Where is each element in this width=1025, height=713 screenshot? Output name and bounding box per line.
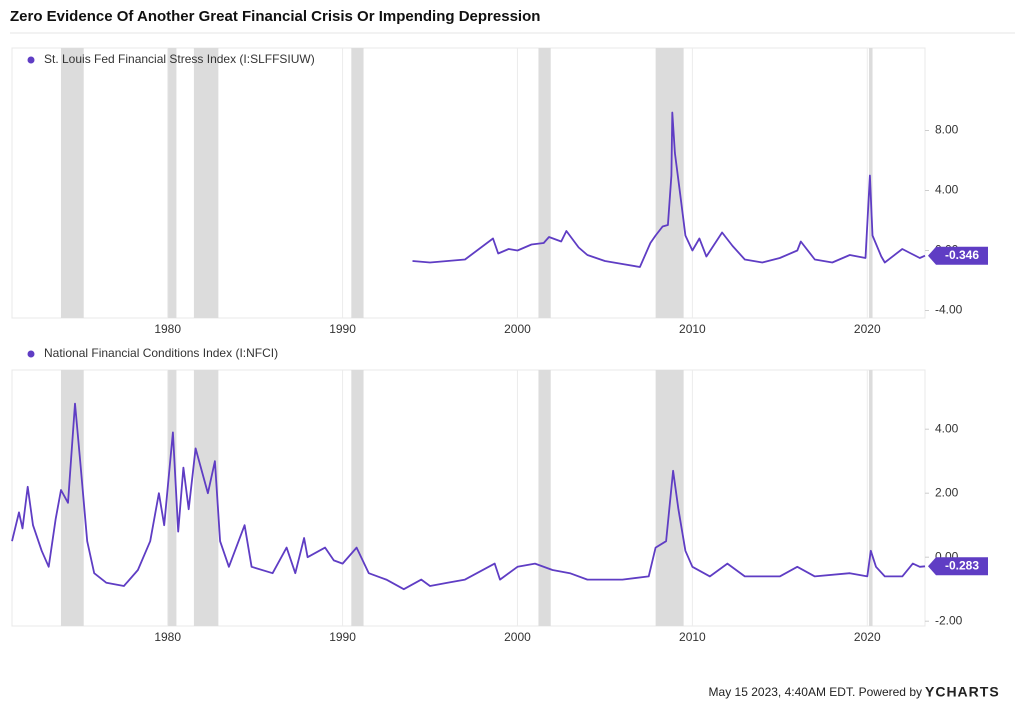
last-value-label: -0.283: [945, 558, 979, 572]
last-value-tag: [928, 557, 988, 576]
title: Zero Evidence Of Another Great Financial…: [10, 8, 540, 25]
y-tick-label: 4.00: [935, 421, 959, 435]
brand: YCHARTS: [925, 684, 1000, 700]
x-tick-label: 2000: [504, 322, 531, 336]
x-tick-label: 1980: [154, 630, 181, 644]
legend-marker: [27, 56, 35, 64]
y-tick-label: 4.00: [935, 183, 959, 197]
recession-band: [351, 370, 364, 626]
y-tick-label: 8.00: [935, 123, 959, 137]
x-tick-label: 1990: [329, 322, 356, 336]
x-tick-label: 1990: [329, 630, 356, 644]
recession-band: [538, 370, 551, 626]
y-tick-label: -4.00: [935, 303, 963, 317]
recession-band: [167, 48, 177, 318]
x-tick-label: 2020: [854, 630, 881, 644]
plot-frame: [11, 47, 926, 319]
last-value-label: -0.346: [945, 248, 979, 262]
recession-band: [60, 48, 84, 318]
recession-band: [193, 48, 219, 318]
series-line: [11, 402, 926, 591]
x-tick-label: 2020: [854, 322, 881, 336]
y-tick-label: 2.00: [935, 485, 959, 499]
recession-band: [538, 48, 551, 318]
x-tick-label: 2010: [679, 322, 706, 336]
recession-band: [869, 370, 873, 626]
footer: May 15 2023, 4:40AM EDT. Powered by: [709, 685, 922, 699]
plot-frame: [11, 369, 926, 627]
y-tick-label: -2.00: [935, 613, 963, 627]
legend-label: National Financial Conditions Index (I:N…: [44, 346, 278, 360]
recession-band: [193, 370, 219, 626]
legend-label: St. Louis Fed Financial Stress Index (I:…: [44, 52, 315, 66]
x-tick-label: 1980: [154, 322, 181, 336]
recession-band: [167, 370, 177, 626]
last-value-tag: [928, 246, 988, 265]
x-tick-label: 2000: [504, 630, 531, 644]
recession-band: [351, 48, 364, 318]
x-tick-label: 2010: [679, 630, 706, 644]
series-line: [412, 111, 926, 268]
legend-marker: [27, 350, 35, 358]
